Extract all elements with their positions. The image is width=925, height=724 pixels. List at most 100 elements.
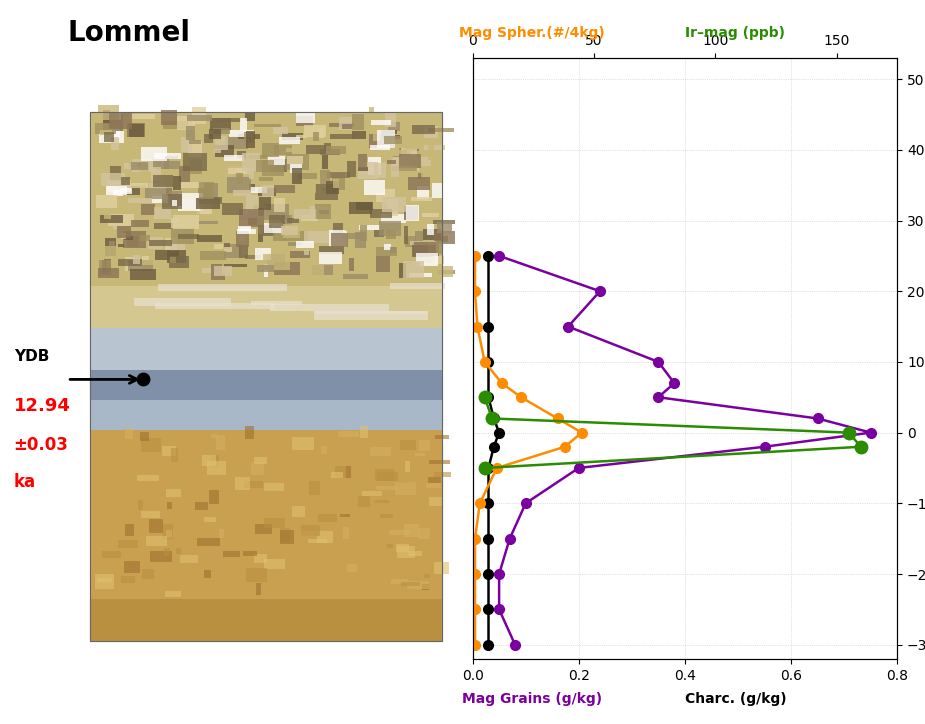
Bar bbox=[119, 188, 131, 194]
Bar bbox=[153, 175, 173, 188]
Bar bbox=[141, 185, 145, 188]
Bar bbox=[350, 202, 372, 214]
Bar bbox=[171, 448, 178, 462]
Bar bbox=[90, 328, 442, 371]
Bar bbox=[427, 144, 434, 160]
Bar bbox=[103, 111, 110, 125]
Bar bbox=[427, 224, 434, 235]
Bar bbox=[129, 125, 144, 138]
Bar bbox=[376, 256, 389, 272]
Bar bbox=[296, 116, 313, 127]
Bar bbox=[391, 166, 417, 171]
Bar bbox=[364, 204, 372, 211]
Bar bbox=[263, 230, 275, 237]
Bar bbox=[315, 184, 339, 200]
Bar bbox=[239, 134, 260, 139]
Bar bbox=[388, 531, 410, 535]
Bar bbox=[149, 182, 166, 196]
Bar bbox=[149, 519, 163, 533]
Bar bbox=[167, 250, 186, 263]
Bar bbox=[124, 236, 133, 240]
Bar bbox=[412, 125, 435, 134]
Bar bbox=[437, 222, 451, 233]
Bar bbox=[382, 197, 405, 211]
Bar bbox=[375, 230, 384, 237]
Bar bbox=[281, 133, 302, 140]
Bar bbox=[258, 225, 272, 235]
Bar bbox=[376, 193, 386, 202]
Bar bbox=[179, 193, 204, 211]
Bar bbox=[328, 230, 347, 247]
Bar bbox=[296, 241, 314, 248]
Bar bbox=[318, 128, 325, 138]
Bar bbox=[358, 162, 377, 179]
Bar bbox=[313, 132, 319, 140]
Bar bbox=[391, 578, 408, 584]
Bar bbox=[215, 266, 232, 276]
Bar bbox=[164, 121, 188, 130]
Text: ka: ka bbox=[14, 473, 36, 491]
Bar bbox=[141, 432, 149, 442]
Bar bbox=[426, 483, 441, 487]
Bar bbox=[269, 159, 287, 172]
Bar bbox=[191, 159, 202, 174]
Bar bbox=[422, 213, 439, 217]
Bar bbox=[352, 114, 364, 130]
Bar bbox=[243, 552, 257, 556]
Bar bbox=[358, 167, 367, 171]
Bar bbox=[224, 244, 240, 258]
Bar bbox=[371, 120, 391, 125]
Bar bbox=[404, 206, 418, 220]
Bar bbox=[294, 209, 315, 219]
Bar bbox=[387, 199, 398, 216]
Bar bbox=[400, 148, 419, 159]
Bar bbox=[227, 177, 251, 193]
Bar bbox=[208, 490, 219, 504]
Bar bbox=[139, 500, 143, 510]
Bar bbox=[152, 194, 168, 203]
Bar bbox=[179, 166, 191, 182]
Bar bbox=[413, 240, 438, 256]
Bar bbox=[315, 311, 427, 313]
Bar bbox=[376, 247, 398, 256]
Bar bbox=[435, 434, 449, 439]
Bar bbox=[228, 130, 254, 137]
Bar bbox=[164, 548, 170, 557]
Bar bbox=[327, 146, 346, 154]
Bar bbox=[166, 489, 180, 497]
Bar bbox=[358, 154, 367, 168]
Bar bbox=[141, 147, 166, 161]
Bar bbox=[162, 447, 176, 456]
Bar bbox=[376, 130, 395, 148]
Bar bbox=[216, 435, 226, 450]
Bar bbox=[245, 426, 254, 439]
Bar bbox=[224, 264, 247, 266]
Bar bbox=[345, 227, 353, 231]
Bar bbox=[254, 248, 271, 260]
Bar bbox=[331, 232, 349, 247]
Bar bbox=[389, 151, 406, 156]
Bar bbox=[373, 127, 380, 140]
Bar bbox=[376, 457, 380, 469]
Bar bbox=[242, 153, 260, 171]
Bar bbox=[197, 206, 210, 214]
Bar bbox=[171, 228, 194, 243]
Bar bbox=[151, 167, 161, 181]
Bar bbox=[117, 243, 124, 247]
Bar bbox=[127, 183, 148, 188]
Bar bbox=[397, 546, 414, 558]
Bar bbox=[257, 265, 274, 272]
Bar bbox=[376, 487, 398, 489]
Bar bbox=[117, 259, 142, 266]
Bar bbox=[407, 172, 417, 186]
Bar bbox=[303, 232, 328, 243]
Bar bbox=[174, 177, 181, 190]
Bar bbox=[328, 123, 353, 127]
Bar bbox=[385, 113, 396, 127]
Bar bbox=[292, 506, 305, 517]
Bar bbox=[258, 234, 263, 243]
Bar bbox=[393, 157, 419, 171]
Bar bbox=[163, 524, 173, 539]
Bar bbox=[360, 426, 368, 438]
Bar bbox=[391, 159, 400, 177]
